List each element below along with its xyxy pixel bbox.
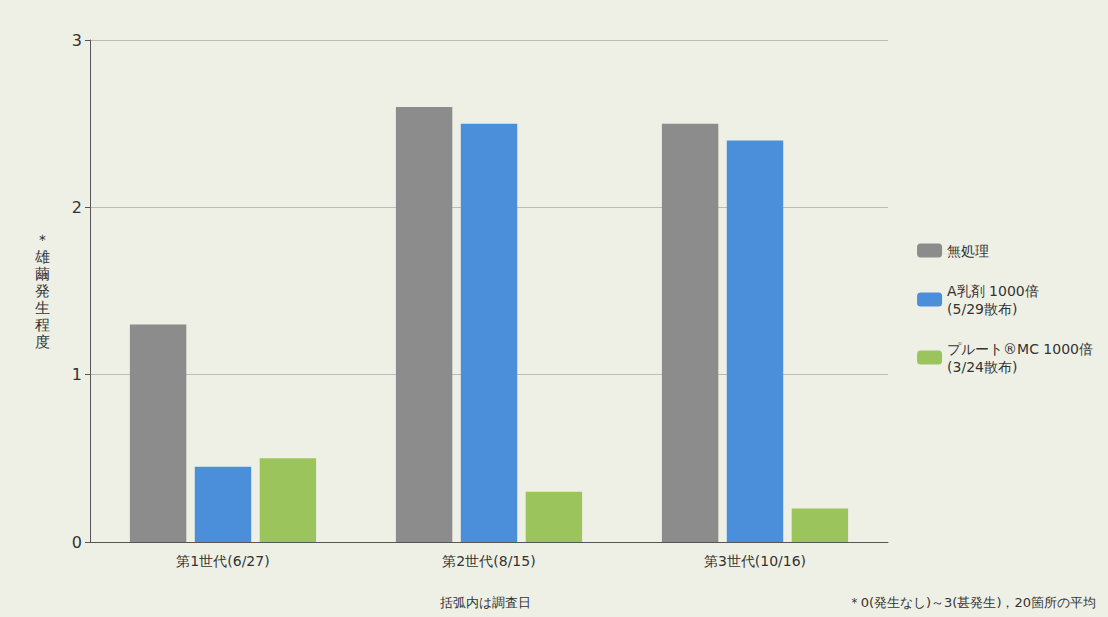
svg-text:第2世代(8/15): 第2世代(8/15)	[442, 553, 535, 569]
svg-text:0: 0	[72, 533, 82, 552]
svg-text:雄: 雄	[34, 248, 50, 266]
svg-text:＊: ＊	[35, 231, 50, 249]
svg-text:度: 度	[35, 333, 50, 351]
svg-text:3: 3	[72, 31, 82, 50]
svg-text:1: 1	[72, 365, 82, 384]
svg-text:2: 2	[72, 198, 82, 217]
svg-text:(3/24散布): (3/24散布)	[947, 359, 1017, 375]
svg-text:A乳剤 1000倍: A乳剤 1000倍	[947, 283, 1039, 299]
svg-text:繭: 繭	[35, 265, 50, 283]
svg-text:第3世代(10/16): 第3世代(10/16)	[704, 553, 806, 569]
svg-text:＊0(発生なし)～3(甚発生)，20箇所の平均: ＊0(発生なし)～3(甚発生)，20箇所の平均	[848, 595, 1096, 610]
svg-text:括弧内は調査日: 括弧内は調査日	[440, 595, 531, 610]
svg-text:発: 発	[35, 282, 50, 300]
svg-text:(5/29散布): (5/29散布)	[947, 301, 1017, 317]
svg-text:生: 生	[35, 299, 50, 317]
svg-text:無処理: 無処理	[947, 243, 989, 259]
svg-text:第1世代(6/27): 第1世代(6/27)	[176, 553, 269, 569]
svg-text:プルート®MC 1000倍: プルート®MC 1000倍	[947, 341, 1093, 357]
svg-text:程: 程	[35, 316, 50, 334]
